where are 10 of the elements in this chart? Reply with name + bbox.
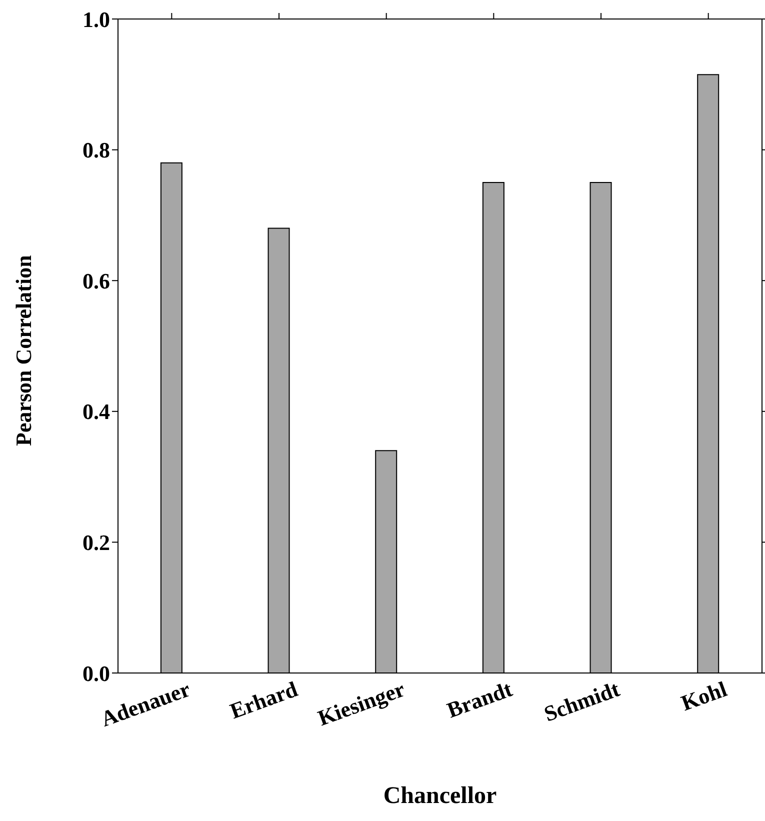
x-axis-title: Chancellor	[383, 783, 498, 809]
x-tick-label: Kohl	[678, 676, 730, 716]
y-axis-title: Pearson Correlation	[10, 255, 36, 446]
y-tick-label: 0.0	[82, 660, 110, 686]
y-tick-label: 1.0	[82, 6, 110, 32]
y-tick-label: 0.6	[82, 268, 110, 294]
y-tick-label: 0.2	[82, 530, 110, 556]
y-tick-label: 0.4	[82, 399, 110, 424]
y-tick-label: 0.8	[82, 138, 110, 163]
x-tick-label: Brandt	[444, 676, 516, 723]
